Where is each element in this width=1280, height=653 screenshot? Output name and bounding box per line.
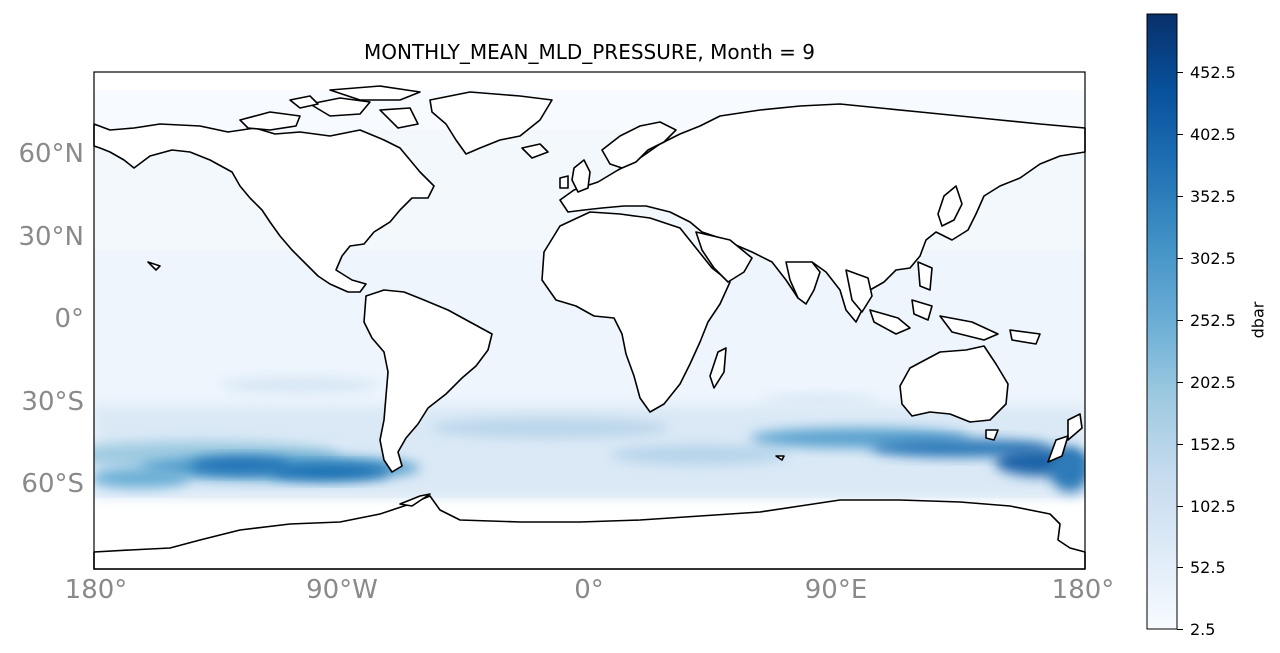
africa [541,211,731,413]
colorbar-tick: 102.5 [1190,497,1236,516]
colorbar-tick: 202.5 [1190,373,1236,392]
arabia [695,231,753,283]
lon-label-180e: 180° [1051,575,1115,605]
new-zealand [1067,413,1083,441]
colorbar-tick: 402.5 [1190,125,1236,144]
lat-label-0: 0° [54,304,84,334]
colorbar-tick: 2.5 [1190,620,1216,639]
colorbar-tick: 352.5 [1190,187,1236,206]
colorbar-tick: 302.5 [1190,249,1236,268]
land-masses [93,85,1086,570]
antarctica [93,495,1086,570]
lon-label-0: 0° [574,575,604,605]
lat-label-30n: 30°N [18,222,84,252]
madagascar [709,347,727,389]
south-america [363,289,493,473]
lat-label-30s: 30°S [21,387,84,417]
japan [937,185,963,227]
lat-label-60n: 60°N [18,139,84,169]
colorbar-tick: 252.5 [1190,311,1236,330]
colorbar [1146,13,1178,630]
north-america [93,123,435,293]
scandinavia [601,121,677,169]
britain [571,159,591,193]
lon-label-90e: 90°E [804,575,868,605]
colorbar-label: dbar [1248,301,1268,339]
india [785,261,821,305]
greenland [429,91,553,155]
lon-label-90w: 90°W [306,575,378,605]
colorbar-tick: 52.5 [1190,558,1226,577]
colorbar-tick: 452.5 [1190,63,1236,82]
lon-label-180w: 180° [64,575,128,605]
colorbar-tick: 152.5 [1190,435,1236,454]
map-frame [93,71,1086,570]
map-title: MONTHLY_MEAN_MLD_PRESSURE, Month = 9 [363,40,815,64]
lat-label-60s: 60°S [21,469,84,499]
australia [899,345,1009,423]
